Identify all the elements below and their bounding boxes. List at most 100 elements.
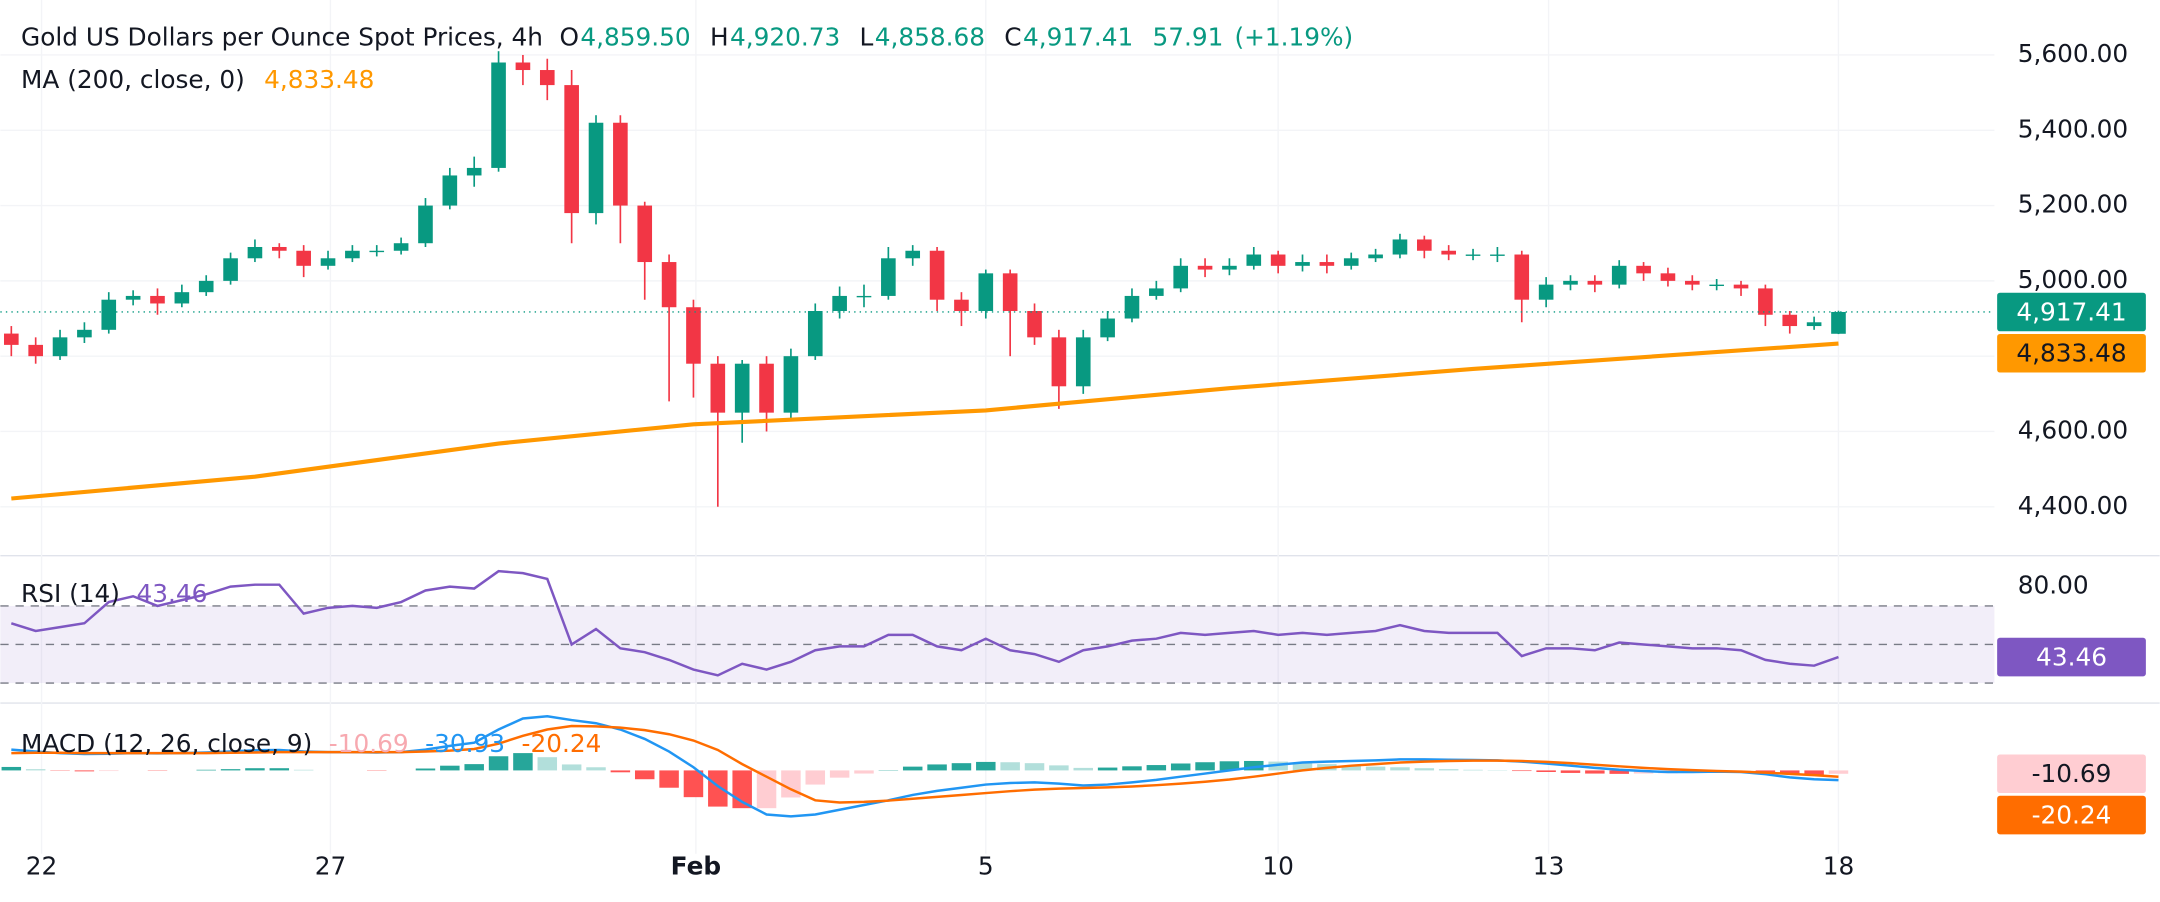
macd-histogram-bar bbox=[1268, 761, 1288, 771]
candle-body bbox=[588, 122, 604, 214]
macd-histogram-bar bbox=[220, 769, 241, 771]
macd-histogram-bar bbox=[1560, 770, 1581, 773]
macd-histogram-bar bbox=[610, 770, 631, 773]
macd-histogram-bar bbox=[245, 768, 265, 771]
macd-histogram-bar bbox=[829, 770, 850, 778]
macd-histogram-bar bbox=[708, 770, 728, 807]
x-tick-label: 22 bbox=[26, 852, 58, 881]
moving-average-line bbox=[11, 341, 1839, 501]
macd-histogram-bar bbox=[1244, 760, 1264, 771]
candle-body bbox=[1660, 273, 1676, 281]
candle-body bbox=[125, 295, 141, 300]
y-tick-label: 5,200.00 bbox=[2018, 190, 2128, 219]
candle-body bbox=[1368, 254, 1383, 259]
candle-body bbox=[1684, 280, 1700, 285]
macd-histogram-bar bbox=[1073, 767, 1093, 771]
macd-histogram-bar bbox=[1755, 770, 1776, 772]
macd-histogram-bar bbox=[1414, 768, 1435, 771]
candle-body bbox=[1149, 288, 1164, 296]
candle-body bbox=[710, 363, 726, 413]
candle-body bbox=[77, 329, 92, 338]
ohlc-value: 4,859.50 bbox=[580, 23, 690, 52]
y-tick-label: 80.00 bbox=[2018, 571, 2089, 600]
candle-body bbox=[1514, 254, 1530, 300]
candle-body bbox=[1490, 254, 1505, 256]
candle-body bbox=[637, 205, 653, 263]
macd-histogram-bar bbox=[854, 770, 874, 774]
macd-histogram-bar bbox=[1000, 762, 1020, 771]
macd-histogram-bar bbox=[976, 761, 996, 771]
candle-body bbox=[661, 262, 677, 308]
indicator-name: MA (200, close, 0) bbox=[21, 65, 245, 94]
y-tick-label: 5,600.00 bbox=[2018, 39, 2128, 68]
candle-body bbox=[1758, 288, 1773, 315]
macd-histogram-bar bbox=[927, 764, 947, 771]
candle-body bbox=[418, 205, 433, 244]
macd-histogram-bar bbox=[1, 766, 22, 771]
y-tick-label: 4,400.00 bbox=[2018, 491, 2128, 520]
candle-body bbox=[1392, 239, 1408, 255]
ohlc-key: O bbox=[560, 23, 580, 52]
candle-body bbox=[1100, 318, 1115, 338]
candle-body bbox=[223, 258, 238, 281]
indicator-name: RSI (14) bbox=[21, 579, 120, 608]
ohlc-key: C bbox=[1004, 23, 1021, 52]
macd-histogram-bar bbox=[1365, 766, 1386, 771]
rsi-line bbox=[10, 569, 1839, 677]
candle-body bbox=[1636, 265, 1651, 274]
candle-body bbox=[1246, 254, 1262, 266]
value-badge bbox=[1997, 292, 2146, 332]
macd-histogram-bar bbox=[537, 757, 558, 771]
candle-body bbox=[929, 250, 945, 300]
candle-body bbox=[1197, 265, 1213, 270]
chart-title: Gold US Dollars per Ounce Spot Prices, 4… bbox=[21, 23, 543, 52]
candle-body bbox=[442, 175, 458, 206]
macd-histogram-bar bbox=[1512, 770, 1532, 772]
macd-histogram-bar bbox=[1122, 766, 1142, 771]
indicator-value: 4,833.48 bbox=[264, 65, 374, 94]
value-badge bbox=[1997, 795, 2146, 835]
candle-body bbox=[4, 333, 19, 345]
candle-body bbox=[247, 246, 263, 259]
macd-histogram-bar bbox=[74, 770, 95, 772]
y-tick-label: 5,400.00 bbox=[2018, 114, 2128, 143]
macd-histogram-bar bbox=[1438, 769, 1459, 771]
candle-body bbox=[1611, 265, 1627, 285]
candle-body bbox=[1173, 265, 1189, 289]
candle-body bbox=[1417, 239, 1432, 251]
histogram-value: -10.69 bbox=[329, 729, 409, 758]
candle-body bbox=[734, 363, 750, 413]
candle-body bbox=[1002, 273, 1018, 311]
macd-histogram-bar bbox=[99, 770, 119, 772]
macd-histogram-bar bbox=[1780, 770, 1800, 774]
candle-body bbox=[1051, 337, 1067, 387]
candle-body bbox=[1538, 284, 1554, 300]
candle-body bbox=[271, 246, 287, 251]
macd-histogram-bar bbox=[1024, 763, 1045, 771]
candle-body bbox=[905, 250, 921, 259]
ohlc-key: H bbox=[710, 23, 729, 52]
candle-body bbox=[1027, 310, 1042, 338]
candle-body bbox=[198, 280, 214, 293]
macd-histogram-bar bbox=[1585, 770, 1605, 774]
candle-body bbox=[613, 122, 628, 206]
candle-body bbox=[1270, 254, 1286, 266]
candle-body bbox=[564, 85, 579, 214]
value-badge bbox=[1997, 637, 2146, 677]
macd-histogram-bar bbox=[440, 765, 460, 771]
candle-body bbox=[1709, 284, 1724, 287]
ohlc-value: 4,917.41 bbox=[1023, 23, 1133, 52]
candle-body bbox=[174, 292, 190, 304]
candle-body bbox=[369, 250, 385, 253]
candle-body bbox=[1075, 337, 1091, 387]
value-badge-label: -10.69 bbox=[2032, 759, 2112, 788]
candle-body bbox=[686, 307, 701, 364]
candle-body bbox=[978, 273, 994, 311]
macd-histogram-bar bbox=[1609, 770, 1629, 774]
value-badge-label: 4,833.48 bbox=[2016, 339, 2126, 368]
ohlc-key: L bbox=[860, 23, 874, 52]
macd-histogram-bar bbox=[415, 768, 436, 771]
signal-value: -20.24 bbox=[522, 729, 602, 758]
